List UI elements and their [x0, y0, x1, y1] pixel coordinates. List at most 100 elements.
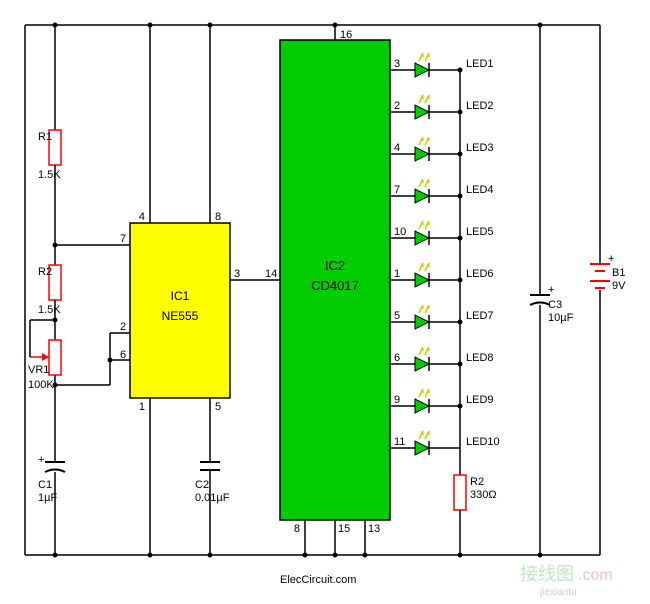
ic1-pin3-num: 3 [234, 268, 240, 280]
c1-plus: + [38, 454, 44, 466]
r2-value: 1.5K [38, 304, 61, 316]
ic2-pin-num: 5 [394, 310, 400, 322]
node [363, 553, 368, 558]
led-icon [415, 63, 429, 77]
node [458, 110, 463, 115]
led-label: LED9 [466, 394, 494, 406]
node [458, 194, 463, 199]
led-label: LED4 [466, 184, 494, 196]
node [538, 23, 543, 28]
r1-value: 1.5K [38, 169, 61, 181]
vr1-label: VR1 [28, 364, 49, 376]
c3-plus: + [548, 284, 554, 296]
ic2-pin-num: 9 [394, 394, 400, 406]
led-icon [415, 189, 429, 203]
node [458, 320, 463, 325]
node [208, 553, 213, 558]
ic1-pin1-num: 1 [139, 401, 145, 413]
c3-label: C3 [548, 299, 562, 311]
led-label: LED8 [466, 352, 494, 364]
bat-value: 9V [612, 280, 626, 292]
node [53, 383, 58, 388]
ic2-pin15-num: 15 [338, 523, 350, 535]
node [148, 553, 153, 558]
led-icon [415, 357, 429, 371]
ic2-label: IC2 [325, 258, 345, 273]
node [458, 236, 463, 241]
node [53, 553, 58, 558]
led-icon [415, 105, 429, 119]
ic2-pin-num: 2 [394, 100, 400, 112]
ic2-part: CD4017 [311, 278, 359, 293]
node [458, 404, 463, 409]
c2-label: C2 [195, 479, 209, 491]
ic2-pin-num: 11 [394, 436, 405, 448]
c2-value: 0.01µF [195, 492, 230, 504]
led-icon [415, 273, 429, 287]
node [108, 358, 113, 363]
led-icon [415, 315, 429, 329]
ic2-pin8-num: 8 [294, 523, 300, 535]
node [333, 23, 338, 28]
led-label: LED7 [466, 310, 494, 322]
led-label: LED10 [466, 436, 500, 448]
ic1-pin8-num: 8 [215, 211, 221, 223]
vr1-wiper-head [42, 353, 49, 361]
c1-label: C1 [38, 479, 52, 491]
c3-bot-plate [530, 303, 550, 306]
ic1-pin4-num: 4 [139, 211, 145, 223]
node [208, 23, 213, 28]
ic1-pin7-num: 7 [120, 233, 126, 245]
led-icon [415, 147, 429, 161]
node [458, 68, 463, 73]
node [148, 23, 153, 28]
watermark-cn: 接线图 [520, 564, 574, 584]
ic1-label: IC1 [171, 289, 190, 303]
ic1-pin6-num: 6 [120, 349, 126, 361]
node [458, 278, 463, 283]
ic1-part: NE555 [162, 309, 199, 323]
ic1-pin5-num: 5 [215, 401, 221, 413]
ic2-pin13-num: 13 [368, 523, 380, 535]
ic2-pin-num: 1 [394, 268, 400, 280]
r3-value: 330Ω [470, 489, 497, 501]
watermark-py: jiexiantu [539, 587, 577, 598]
node [53, 318, 58, 323]
led-label: LED1 [466, 58, 494, 70]
ic2-pin-num: 10 [394, 226, 406, 238]
bat-plus: + [608, 253, 614, 265]
led-icon [415, 231, 429, 245]
node [458, 553, 463, 558]
r1-label: R1 [38, 131, 52, 143]
ic2-pin14-num: 14 [265, 268, 277, 280]
r3-label: R2 [470, 476, 484, 488]
node [538, 553, 543, 558]
node [53, 23, 58, 28]
node [53, 243, 58, 248]
node [333, 553, 338, 558]
r2-label: R2 [38, 266, 52, 278]
led-icon [415, 399, 429, 413]
led-icon [415, 441, 429, 455]
node [303, 553, 308, 558]
watermark-com: .com [578, 567, 613, 584]
ic2-pin-num: 3 [394, 58, 400, 70]
node [458, 362, 463, 367]
led-label: LED3 [466, 142, 494, 154]
c1-bot-plate [45, 470, 65, 473]
vr1-value: 100K [28, 379, 54, 391]
led-label: LED6 [466, 268, 494, 280]
node [458, 152, 463, 157]
footer-text: ElecCircuit.com [280, 574, 356, 586]
led-label: LED5 [466, 226, 494, 238]
ic2-pin-num: 7 [394, 184, 400, 196]
ic2-pin-num: 6 [394, 352, 400, 364]
led-label: LED2 [466, 100, 494, 112]
ic2-pin16-num: 16 [340, 29, 352, 41]
c3-value: 10µF [548, 312, 574, 324]
ic1-pin2-num: 2 [120, 321, 126, 333]
bat-label: B1 [612, 267, 625, 279]
c1-value: 1µF [38, 492, 57, 504]
r3-body [454, 475, 466, 510]
ic2-pin-num: 4 [394, 142, 400, 154]
